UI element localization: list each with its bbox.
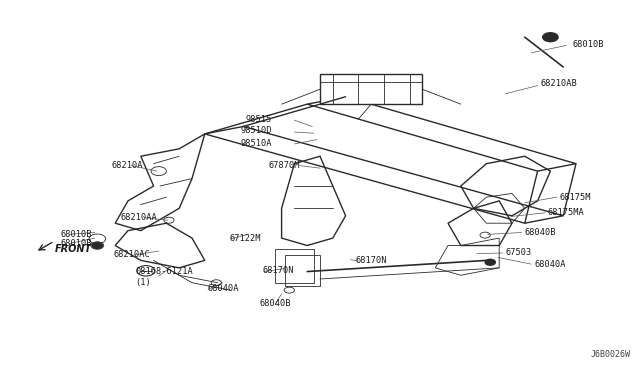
Text: 68040B: 68040B (259, 299, 291, 308)
Text: 67870M: 67870M (268, 161, 300, 170)
Text: 68040A: 68040A (208, 284, 239, 293)
Text: 68210AC: 68210AC (114, 250, 150, 259)
Text: 68170N: 68170N (355, 256, 387, 265)
Text: 68010B: 68010B (61, 239, 92, 248)
Text: 08168-6121A
(1): 08168-6121A (1) (136, 267, 193, 287)
Text: 68210A: 68210A (112, 161, 143, 170)
Circle shape (92, 243, 102, 248)
Circle shape (485, 259, 495, 265)
Text: 67122M: 67122M (229, 234, 260, 243)
Text: 68040A: 68040A (534, 260, 566, 269)
Text: 68010B: 68010B (573, 40, 604, 49)
Text: J6B0026W: J6B0026W (590, 350, 630, 359)
Text: 68175M: 68175M (560, 193, 591, 202)
Text: 98510A: 98510A (241, 139, 272, 148)
Polygon shape (320, 74, 422, 104)
Text: 68010B: 68010B (61, 230, 92, 239)
Text: 68040B: 68040B (525, 228, 556, 237)
Text: 98510D: 98510D (241, 126, 272, 135)
Text: 68210AB: 68210AB (541, 79, 577, 88)
Text: FRONT: FRONT (54, 244, 92, 254)
Text: 68170N: 68170N (262, 266, 294, 275)
Text: 68175MA: 68175MA (547, 208, 584, 217)
Text: 68210AA: 68210AA (120, 213, 157, 222)
Text: 67503: 67503 (506, 248, 532, 257)
Text: 98515: 98515 (246, 115, 272, 124)
Circle shape (543, 33, 558, 42)
